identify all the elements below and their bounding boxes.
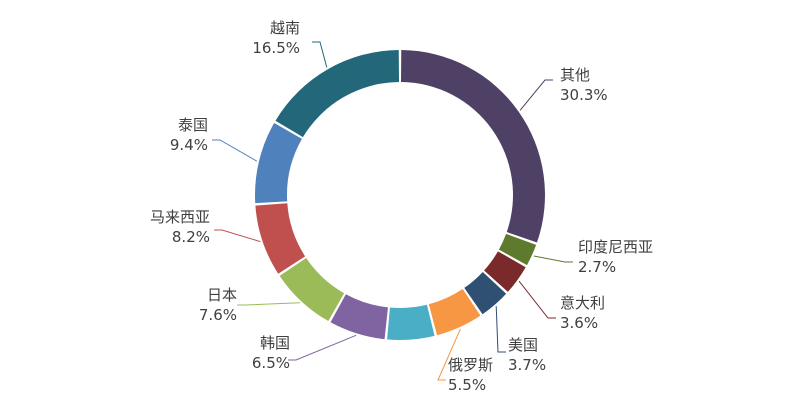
slice-value-label-6: 6.5% [252, 354, 290, 372]
slice-value-label-10: 16.5% [252, 39, 300, 57]
slice-label-3: 美国 [508, 336, 538, 354]
slice-value-label-3: 3.7% [508, 356, 546, 374]
leader-line-0 [519, 79, 553, 111]
slice-label-2: 意大利 [560, 294, 605, 312]
slice-value-label-4: 5.5% [448, 376, 486, 394]
slice-label-4: 俄罗斯 [448, 356, 493, 374]
donut-slice-1 [498, 233, 537, 266]
leader-line-10 [312, 41, 328, 68]
donut-slice-6 [330, 294, 388, 340]
leader-line-9 [212, 139, 258, 162]
slice-value-label-7: 7.6% [199, 306, 237, 324]
slice-label-8: 马来西亚 [150, 208, 210, 226]
slice-value-label-0: 30.3% [560, 86, 608, 104]
donut-slice-10 [275, 50, 400, 138]
donut-slice-2 [484, 251, 526, 292]
leader-line-3 [495, 306, 506, 353]
donut-slice-5 [387, 304, 435, 340]
leader-line-4 [437, 328, 461, 381]
slice-label-10: 越南 [270, 19, 300, 37]
slice-value-label-2: 3.6% [560, 314, 598, 332]
slice-value-label-8: 8.2% [172, 228, 210, 246]
leader-line-7 [237, 302, 301, 306]
slice-label-1: 印度尼西亚 [578, 238, 653, 256]
slice-value-label-9: 9.4% [170, 136, 208, 154]
leader-line-1 [533, 255, 573, 263]
donut-slice-8 [255, 203, 306, 274]
slice-label-0: 其他 [560, 66, 590, 84]
leaders-layer [212, 41, 573, 381]
donut-slice-0 [400, 50, 545, 243]
slice-label-6: 韩国 [260, 334, 290, 352]
labels-layer: 其他 30.3% 印度尼西亚 2.7% 意大利 3.6% 美国 3.7% 俄罗斯 5.5% 韩国 6.… [150, 19, 653, 394]
donut-slice-4 [428, 289, 481, 336]
slice-value-label-1: 2.7% [578, 258, 616, 276]
slices-layer [255, 50, 545, 340]
donut-slice-7 [279, 257, 345, 322]
leader-line-8 [214, 229, 261, 243]
slice-label-9: 泰国 [178, 116, 208, 134]
leader-line-6 [288, 334, 357, 361]
leader-line-2 [518, 280, 556, 319]
donut-slice-3 [464, 271, 507, 315]
donut-slice-9 [255, 122, 302, 204]
slice-label-7: 日本 [207, 286, 237, 304]
